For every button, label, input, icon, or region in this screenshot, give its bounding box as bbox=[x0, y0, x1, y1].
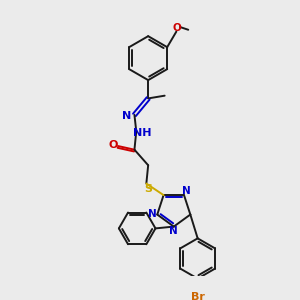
Text: NH: NH bbox=[134, 128, 152, 138]
Text: Br: Br bbox=[191, 292, 205, 300]
Text: O: O bbox=[109, 140, 118, 150]
Text: N: N bbox=[182, 186, 191, 197]
Text: N: N bbox=[122, 111, 131, 121]
Text: S: S bbox=[144, 184, 152, 194]
Text: N: N bbox=[148, 208, 157, 219]
Text: N: N bbox=[169, 226, 177, 236]
Text: O: O bbox=[173, 23, 182, 33]
